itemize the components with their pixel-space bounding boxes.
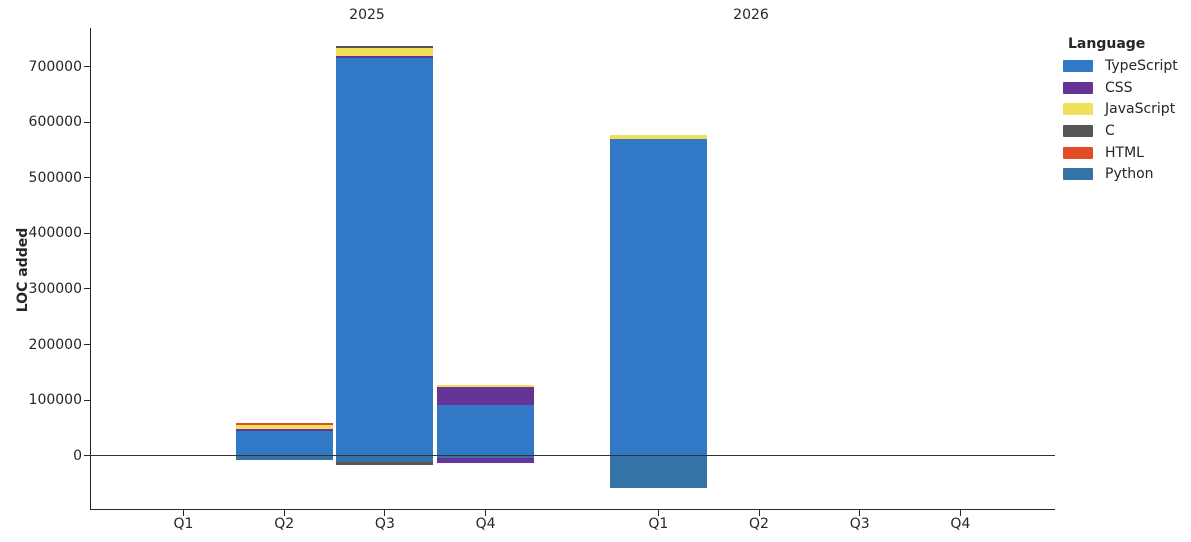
bar-segment-python [437,455,535,459]
y-axis-line [90,28,91,510]
y-tick-label: 400000 [28,225,82,242]
x-tick-mark [283,510,285,516]
y-tick-mark [84,288,90,290]
y-tick-label: 0 [73,447,82,464]
bar-segment-python [235,455,333,460]
bar-segment-typescript [336,58,434,456]
facet-title-2026: 2026 [733,7,769,23]
x-tick-mark [758,510,760,516]
x-tick-mark [859,510,861,516]
legend: Language TypeScript CSS JavaScript C HTML Pyt… [1060,36,1191,190]
y-tick-label: 300000 [28,280,82,297]
x-tick-mark [657,510,659,516]
legend-label: CSS [1105,79,1133,96]
x-tick-mark [384,510,386,516]
legend-label: C [1105,123,1115,140]
y-tick-mark [84,121,90,123]
bar-segment-javascript [235,425,333,430]
x-tick-mark [485,510,487,516]
legend-label: TypeScript [1105,58,1178,74]
y-tick-mark [84,455,90,457]
bar-segment-javascript [336,47,434,56]
legend-swatch-javascript [1063,103,1093,116]
bar-segment-c [336,462,434,466]
x-tick-label: Q4 [475,516,496,532]
legend-swatch-css [1063,81,1093,94]
legend-label: JavaScript [1105,101,1176,118]
bar-segment-css [437,387,535,406]
y-tick-label: 100000 [28,392,82,409]
x-tick-label: Q1 [173,516,194,532]
bar-segment-css [235,429,333,432]
facet-title-2025: 2025 [349,7,385,23]
legend-swatch-c [1063,125,1093,138]
legend-items: TypeScript CSS JavaScript C HTML Python [1060,58,1191,183]
y-tick-label: 600000 [28,114,82,131]
bar-segment-python [336,455,434,463]
x-tick-label: Q1 [648,516,669,532]
legend-title: Language [1068,36,1146,52]
legend-swatch-typescript [1063,60,1093,72]
x-axis-line [90,509,1055,510]
y-tick-mark [84,66,90,67]
x-tick-label: Q3 [849,516,870,532]
bar-segment-typescript [437,405,535,456]
y-tick-label: 700000 [28,58,82,75]
x-tick-mark [959,510,961,516]
bar-segment-javascript [437,385,535,388]
y-tick-label: 200000 [28,336,82,353]
legend-label: HTML [1105,144,1144,161]
legend-item-javascript: JavaScript [1060,101,1191,118]
y-tick-mark [84,344,90,345]
legend-swatch-python [1063,168,1093,181]
bar-segment-typescript [235,431,333,456]
y-tick-mark [84,399,90,401]
bar-segment-python [609,455,707,488]
legend-swatch-html [1063,146,1093,159]
x-tick-label: Q2 [274,516,295,532]
legend-item-css: CSS [1060,79,1191,96]
bar-segment-css [437,458,535,463]
zero-line [90,455,1055,456]
legend-label: Python [1105,166,1154,183]
legend-item-c: C [1060,123,1191,140]
bar-segment-c [336,45,434,48]
y-tick-mark [84,232,90,234]
x-tick-mark [183,510,184,516]
legend-item-python: Python [1060,166,1191,183]
x-tick-label: Q4 [950,516,971,532]
bar-segment-css [336,55,434,59]
y-tick-mark [84,177,90,179]
x-tick-label: Q2 [749,516,769,532]
legend-item-typescript: TypeScript [1060,58,1191,74]
legend-item-html: HTML [1060,144,1191,161]
x-tick-label: Q3 [374,516,395,532]
bar-segment-typescript [609,138,707,456]
bar-segment-html [235,423,333,426]
bar-segment-javascript [609,135,707,139]
y-tick-label: 500000 [28,169,82,186]
